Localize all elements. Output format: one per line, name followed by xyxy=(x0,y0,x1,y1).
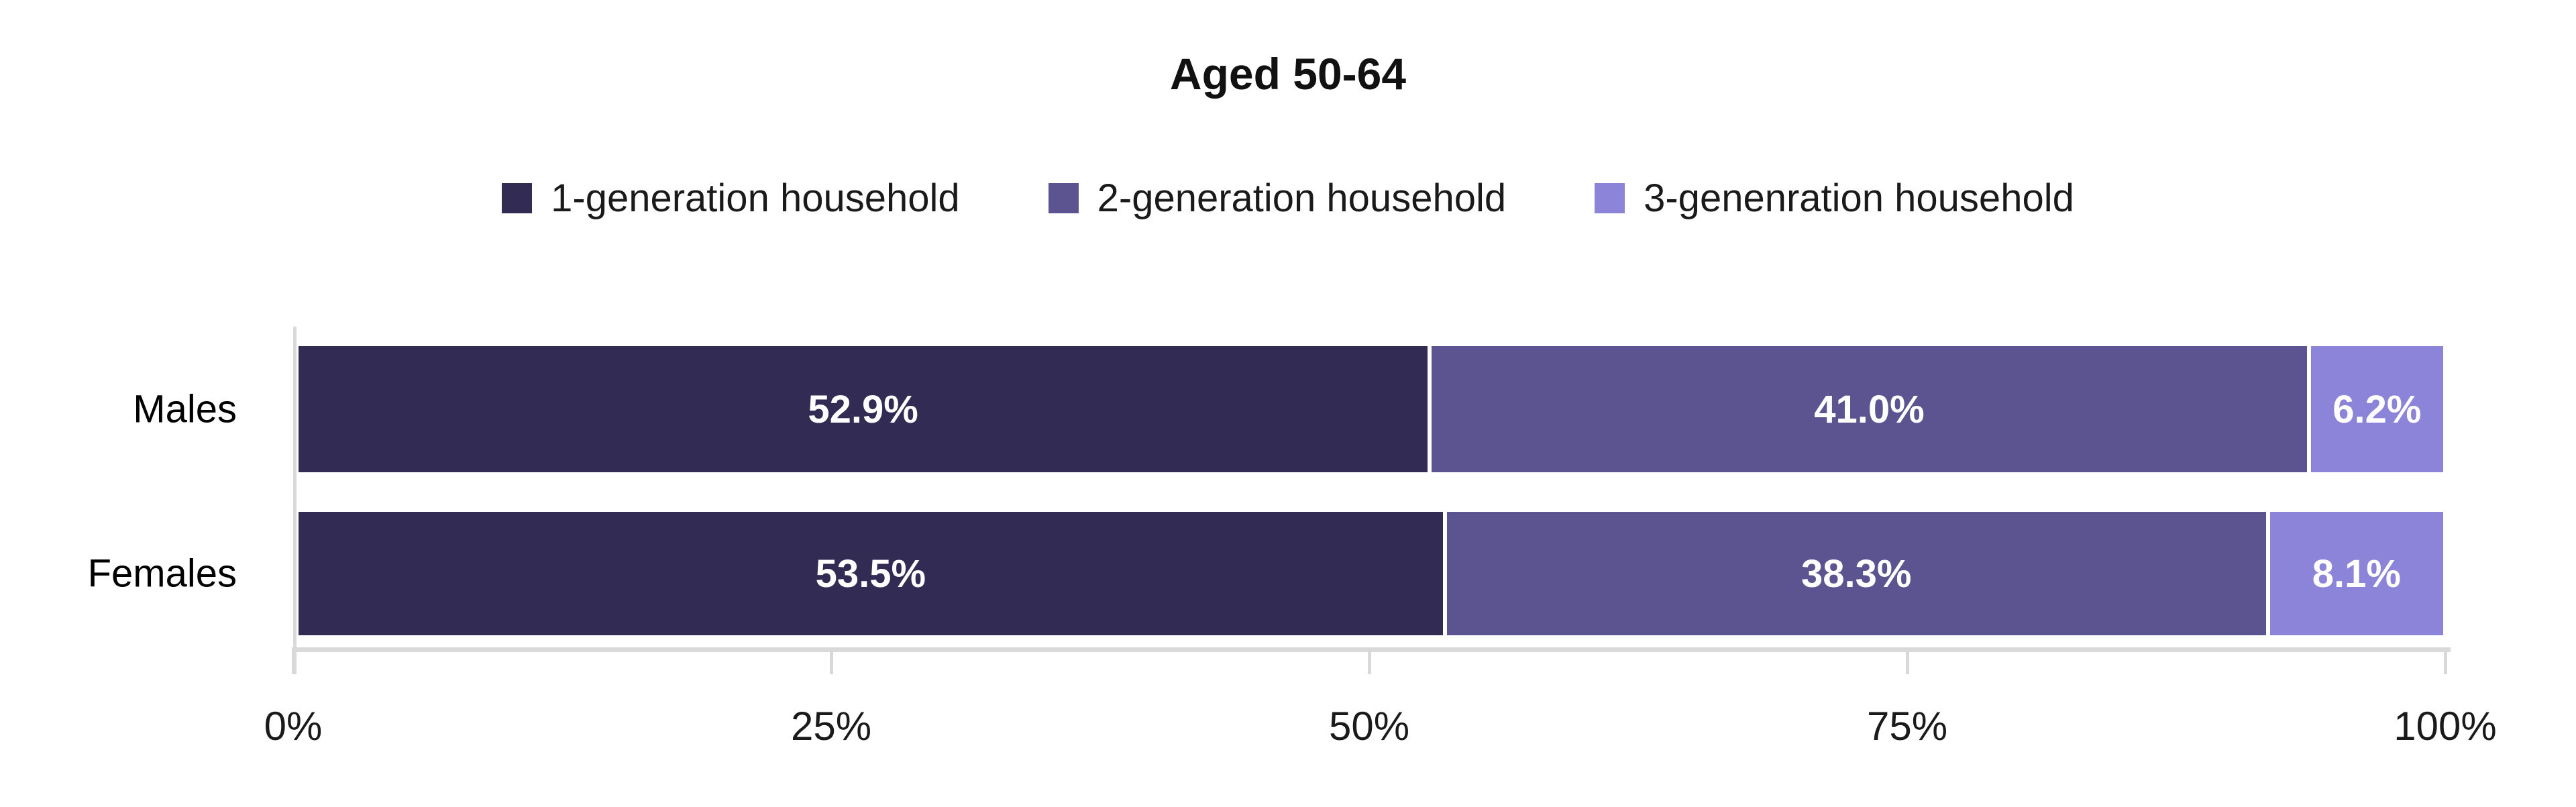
legend-label: 1-generation household xyxy=(551,176,960,220)
bar-segment: 38.3% xyxy=(1444,510,2268,637)
y-axis-line xyxy=(293,327,297,674)
bar-data-label: 38.3% xyxy=(1801,551,1912,596)
legend-item: 1-generation household xyxy=(502,176,960,221)
chart-title: Aged 50-64 xyxy=(1169,49,1407,99)
legend: 1-generation household 2-generation house… xyxy=(0,176,2576,221)
bar-data-label: 41.0% xyxy=(1814,387,1925,431)
bar-data-label: 52.9% xyxy=(808,387,918,431)
legend-swatch-icon xyxy=(1048,183,1079,213)
category-label: Females xyxy=(87,551,237,596)
legend-item: 3-genenration household xyxy=(1595,176,2074,221)
legend-item: 2-generation household xyxy=(1048,176,1507,221)
legend-swatch-icon xyxy=(502,183,533,213)
x-axis-tick-label: 50% xyxy=(1328,704,1410,749)
axis-tick xyxy=(1368,647,1371,674)
x-axis-tick-label: 100% xyxy=(2394,704,2497,749)
bar-segment: 6.2% xyxy=(2308,344,2445,474)
bar-data-label: 8.1% xyxy=(2312,551,2401,596)
bar-segment: 52.9% xyxy=(297,344,1430,474)
legend-label: 3-genenration household xyxy=(1644,176,2074,220)
bar-row: 53.5% 38.3% 8.1% xyxy=(297,510,2446,637)
x-axis-tick-label: 25% xyxy=(790,704,872,749)
axis-tick xyxy=(2444,647,2447,674)
legend-label: 2-generation household xyxy=(1097,176,1507,220)
x-axis-tick-label: 0% xyxy=(264,704,323,749)
axis-tick xyxy=(292,647,295,674)
axis-tick xyxy=(830,647,833,674)
x-axis-tick-label: 75% xyxy=(1866,704,1948,749)
bar-segment: 41.0% xyxy=(1430,344,2309,474)
category-label: Males xyxy=(133,387,237,431)
bar-segment: 8.1% xyxy=(2267,510,2446,637)
legend-swatch-icon xyxy=(1595,183,1625,213)
bar-data-label: 6.2% xyxy=(2332,387,2422,431)
bar-row: 52.9% 41.0% 6.2% xyxy=(297,344,2445,474)
bar-data-label: 53.5% xyxy=(815,551,926,596)
bar-segment: 53.5% xyxy=(297,510,1445,637)
axis-tick xyxy=(1906,647,1909,674)
x-axis-line xyxy=(293,647,2451,652)
